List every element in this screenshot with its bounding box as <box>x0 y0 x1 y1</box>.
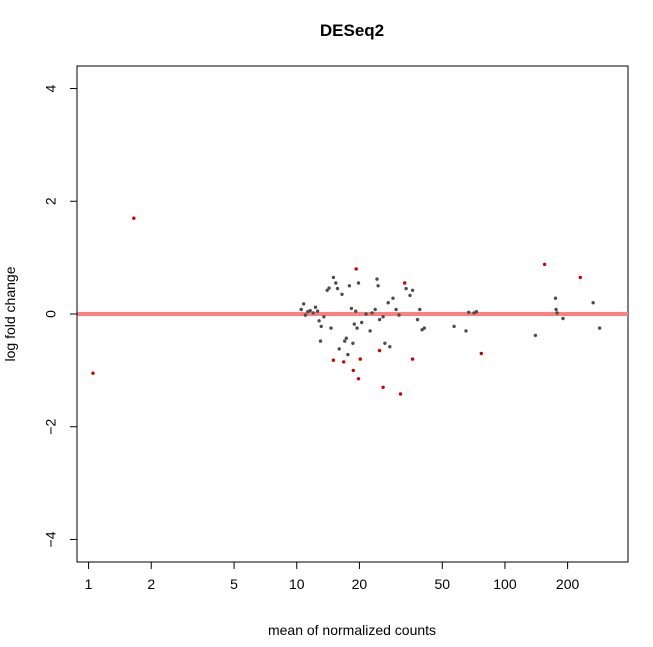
data-point <box>302 302 306 306</box>
data-point <box>364 312 368 316</box>
significant-point <box>410 357 415 361</box>
data-point <box>317 319 321 323</box>
x-tick-label: 200 <box>556 576 580 592</box>
significant-point <box>342 360 346 364</box>
data-point <box>377 317 382 322</box>
data-point <box>356 281 361 285</box>
x-tick-label: 50 <box>434 576 450 592</box>
significant-point <box>398 392 403 396</box>
x-tick-label: 20 <box>352 576 368 592</box>
y-axis-label: log fold change <box>2 266 18 361</box>
data-point <box>373 307 377 312</box>
significant-point <box>132 216 136 220</box>
data-point <box>351 341 355 345</box>
x-tick-label: 10 <box>289 576 305 592</box>
data-point <box>418 307 422 312</box>
data-point <box>408 293 412 298</box>
data-point <box>360 320 364 325</box>
data-point <box>464 329 468 333</box>
data-point <box>386 301 390 305</box>
significant-point <box>381 385 385 389</box>
data-point <box>397 313 401 317</box>
significant-point <box>351 368 355 373</box>
data-point <box>343 339 347 343</box>
data-point <box>561 316 565 321</box>
y-tick-label: 0 <box>43 310 59 318</box>
data-point <box>467 310 471 314</box>
data-point <box>383 341 387 345</box>
data-point <box>391 296 395 300</box>
data-point <box>533 333 538 338</box>
data-point <box>335 286 340 291</box>
data-point <box>352 322 356 326</box>
significant-point <box>377 348 382 353</box>
significant-point <box>331 358 336 362</box>
data-point <box>327 286 331 290</box>
data-point <box>329 326 333 330</box>
significant-point <box>358 357 362 361</box>
significant-point <box>542 262 547 267</box>
data-point <box>381 315 385 319</box>
y-tick-label: 4 <box>43 84 59 92</box>
significant-point <box>578 275 582 280</box>
data-point <box>597 326 602 330</box>
y-axis: −4 −2 0 2 4 <box>43 84 78 547</box>
data-point <box>299 307 303 312</box>
data-point <box>311 311 315 315</box>
data-point <box>591 301 595 305</box>
data-point <box>315 309 320 313</box>
points-layer <box>91 216 602 396</box>
data-point <box>337 347 341 351</box>
data-point <box>322 315 326 319</box>
data-point <box>555 311 559 315</box>
data-point <box>303 313 308 317</box>
data-point <box>404 286 408 291</box>
data-point <box>319 324 323 329</box>
data-point <box>474 310 479 314</box>
data-point <box>368 329 372 333</box>
data-point <box>349 306 354 311</box>
significant-point <box>479 351 483 356</box>
data-point <box>376 284 380 288</box>
data-point <box>375 277 379 281</box>
x-tick-label: 1 <box>85 576 93 592</box>
data-point <box>344 336 348 340</box>
data-point <box>308 308 312 313</box>
data-point <box>370 311 374 315</box>
x-tick-label: 2 <box>147 576 155 592</box>
data-point <box>410 288 415 292</box>
data-point <box>553 296 558 300</box>
data-point <box>313 305 318 309</box>
data-point <box>347 284 352 288</box>
data-point <box>325 288 329 292</box>
y-tick-label: −4 <box>43 531 59 547</box>
data-point <box>346 352 350 357</box>
x-tick-label: 100 <box>493 576 517 592</box>
data-point <box>388 345 392 349</box>
x-axis-label: mean of normalized counts <box>268 622 436 638</box>
x-tick-label: 5 <box>230 576 238 592</box>
data-point <box>355 326 359 330</box>
significant-point <box>354 267 358 271</box>
data-point <box>422 326 426 330</box>
data-point <box>394 307 398 312</box>
chart-title: DESeq2 <box>320 21 384 40</box>
data-point <box>318 339 323 343</box>
data-point <box>452 324 456 329</box>
y-tick-label: −2 <box>43 419 59 435</box>
significant-point <box>403 281 407 285</box>
data-point <box>331 275 336 280</box>
significant-point <box>91 371 95 375</box>
x-axis: 1 2 5 10 20 50 100 200 <box>85 561 580 592</box>
data-point <box>340 292 344 296</box>
data-point <box>334 281 338 285</box>
data-point <box>554 307 558 312</box>
data-point <box>354 309 358 313</box>
y-tick-label: 2 <box>43 197 59 205</box>
significant-point <box>356 377 361 381</box>
data-point <box>415 317 420 322</box>
